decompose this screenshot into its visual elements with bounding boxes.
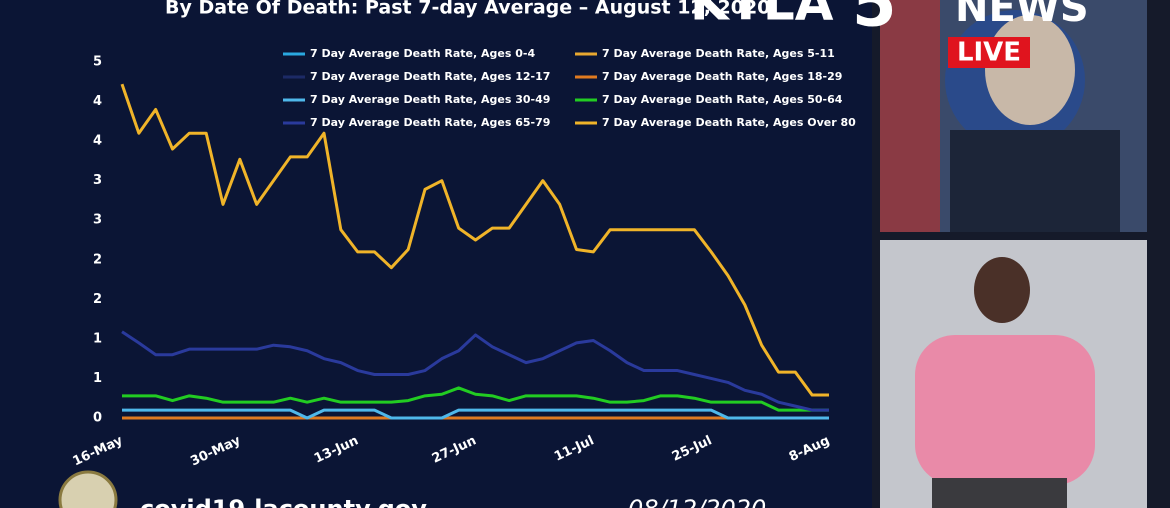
news-logo: NEWS: [955, 0, 1089, 31]
y-tick-label: 3: [93, 173, 102, 188]
website: covid19.lacounty.gov: [140, 495, 427, 508]
flag: [880, 0, 940, 232]
interpreter-pants: [932, 478, 1067, 508]
station-logo: KTLA: [690, 0, 834, 32]
series-line: [120, 83, 829, 397]
y-tick-label: 0: [93, 411, 102, 426]
y-tick-label: 2: [93, 252, 102, 267]
legend-label: 7 Day Average Death Rate, Ages Over 80: [602, 116, 856, 129]
legend-label: 7 Day Average Death Rate, Ages 0-4: [310, 47, 535, 60]
legend-label: 7 Day Average Death Rate, Ages 65-79: [310, 116, 550, 129]
live-text: LIVE: [957, 38, 1021, 68]
live-badge: [948, 37, 1030, 68]
chart-title: By Date Of Death: Past 7-day Average – A…: [165, 0, 770, 19]
interpreter-head: [974, 257, 1030, 323]
y-tick-label: 4: [93, 134, 102, 149]
date-stamp: 08/12/2020: [628, 495, 766, 508]
interpreter-shirt: [915, 335, 1095, 485]
series-line: [122, 386, 829, 412]
y-tick-label: 2: [93, 292, 102, 307]
y-tick-label: 3: [93, 213, 102, 228]
y-tick-label: 1: [93, 371, 102, 386]
legend-label: 7 Day Average Death Rate, Ages 5-11: [602, 47, 835, 60]
y-tick-label: 5: [93, 55, 102, 70]
y-tick-label: 1: [93, 331, 102, 346]
series-line: [122, 408, 829, 420]
county-seal: [58, 470, 118, 508]
legend-label: 7 Day Average Death Rate, Ages 50-64: [602, 93, 843, 106]
y-tick-label: 4: [93, 94, 102, 109]
series-line: [121, 330, 829, 412]
speaker-jacket: [950, 130, 1120, 232]
speaker: [985, 15, 1075, 125]
channel-logo: 5: [852, 0, 897, 42]
legend-label: 7 Day Average Death Rate, Ages 30-49: [310, 93, 550, 106]
chart-background: [0, 0, 872, 508]
legend-label: 7 Day Average Death Rate, Ages 18-29: [602, 70, 842, 83]
legend-label: 7 Day Average Death Rate, Ages 12-17: [310, 70, 550, 83]
